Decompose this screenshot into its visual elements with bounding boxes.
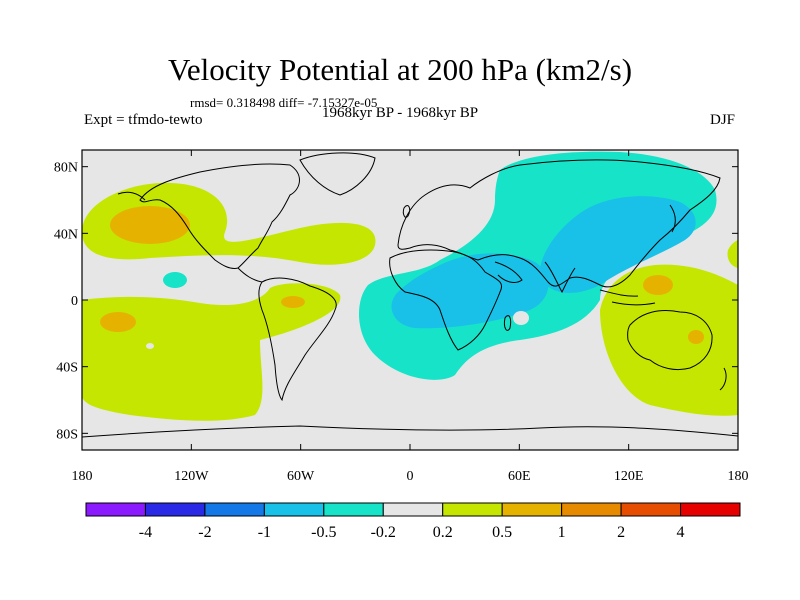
latitude-ticks: 80N 40N 0 40S 80S	[54, 161, 738, 442]
coastline-europe-asia	[397, 159, 721, 288]
coastline-australia	[627, 310, 713, 371]
coastline-north-america	[139, 163, 300, 269]
lat-tick-label: 80N	[54, 161, 78, 176]
lon-tick-label: 180	[72, 469, 93, 484]
plot-title: Velocity Potential at 200 hPa (km2/s)	[167, 52, 633, 87]
colorbar-label: -0.5	[311, 524, 336, 541]
positive-core-australia	[688, 330, 704, 344]
coastline-madagascar	[504, 315, 512, 331]
lon-tick-label: 120W	[174, 469, 209, 484]
colorbar-swatch	[204, 502, 265, 517]
negative-region-caribbean	[163, 272, 187, 288]
colorbar-label: 4	[677, 524, 685, 541]
coastline-indonesia	[599, 289, 656, 306]
colorbar: -4 -2 -1 -0.5 -0.2 0.2 0.5 1 2 4	[85, 502, 741, 541]
positive-region-north-pacific	[82, 182, 376, 265]
colorbar-label: 0.5	[492, 524, 512, 541]
colorbar-label: -2	[198, 524, 211, 541]
lon-tick-label: 60W	[287, 469, 315, 484]
season-label: DJF	[710, 112, 736, 128]
lon-tick-label: 60E	[508, 469, 531, 484]
weak-spot-pacific	[146, 343, 154, 349]
experiment-label: Expt = tfmdo-tewto	[84, 112, 203, 128]
negative-core-asia	[539, 196, 696, 293]
period-label: 1968kyr BP - 1968kyr BP	[322, 105, 479, 121]
lon-tick-label: 180	[728, 469, 749, 484]
colorbar-label: -1	[258, 524, 271, 541]
colorbar-label: -4	[139, 524, 152, 541]
colorbar-swatch	[620, 502, 682, 517]
positive-core-south-america	[281, 296, 305, 308]
stats-line: rmsd= 0.318498 diff= -7.15327e-05	[190, 95, 378, 110]
coastline-arabia	[494, 261, 523, 283]
coastline-japan	[669, 204, 676, 233]
coastline-antarctica	[82, 425, 738, 438]
colorbar-label: 1	[558, 524, 566, 541]
lat-tick-label: 40S	[56, 361, 78, 376]
weak-spot-mozambique	[513, 311, 529, 325]
colorbar-label: -0.2	[371, 524, 396, 541]
positive-region-east-edge	[727, 240, 738, 268]
negative-core-africa	[391, 253, 549, 329]
coastline-central-america	[237, 267, 263, 283]
colorbar-swatch	[561, 502, 622, 517]
coastline-south-america	[258, 277, 337, 402]
positive-region-south-pacific	[82, 283, 341, 421]
coastline-alaska	[117, 191, 146, 201]
lat-tick-label: 40N	[54, 227, 78, 242]
colorbar-swatch	[382, 502, 444, 517]
map-panel	[82, 150, 738, 450]
coastline-india	[544, 261, 576, 294]
colorbar-swatch	[501, 502, 563, 517]
positive-core-south-pacific	[100, 312, 136, 332]
colorbar-swatch	[442, 502, 503, 517]
positive-core-new-guinea	[643, 275, 673, 295]
lat-tick-label: 0	[71, 294, 78, 309]
coastline-greenland	[299, 152, 376, 196]
colorbar-swatch	[263, 502, 325, 517]
lon-tick-label: 0	[407, 469, 414, 484]
positive-region-indo-pacific	[600, 264, 738, 416]
colorbar-swatch	[144, 502, 206, 517]
positive-core-north-pacific	[110, 206, 190, 244]
lat-tick-label: 80S	[56, 427, 78, 442]
lon-tick-label: 120E	[614, 469, 644, 484]
coastline-new-zealand	[719, 367, 727, 391]
coastline-uk	[402, 205, 411, 218]
colorbar-swatch	[680, 502, 741, 517]
colorbar-swatch	[85, 502, 146, 517]
colorbar-label: 2	[617, 524, 625, 541]
colorbar-swatch	[323, 502, 384, 517]
longitude-ticks: 180 120W 60W 0 60E 120E 180	[72, 150, 749, 484]
coastlines	[82, 152, 738, 438]
colorbar-label: 0.2	[433, 524, 453, 541]
